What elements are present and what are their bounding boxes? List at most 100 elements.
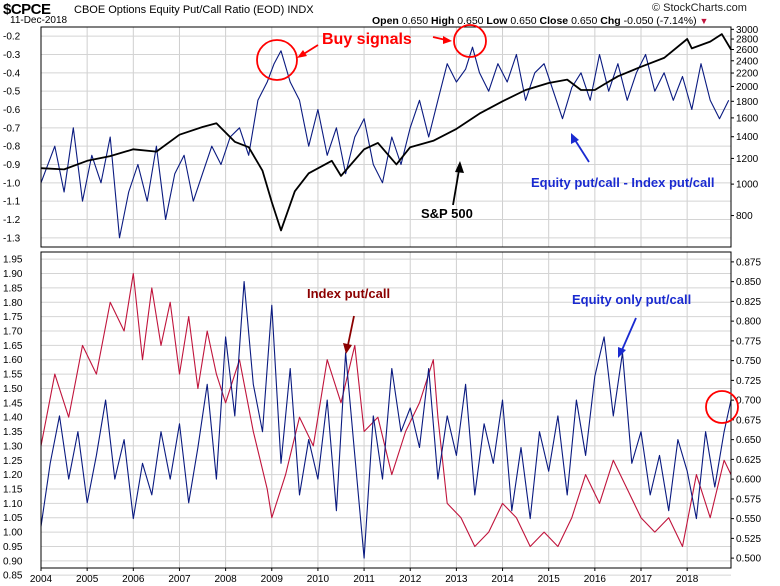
left-axis-tick-label: 1.90 <box>3 269 23 280</box>
left-axis-tick-label: -0.3 <box>3 50 21 61</box>
series-line-equity-only-put-call <box>40 281 732 559</box>
left-axis-tick-label: 1.40 <box>3 413 23 424</box>
left-axis-tick-label: 1.95 <box>3 255 23 266</box>
left-axis-tick-label: -0.5 <box>3 87 21 98</box>
x-axis-tick-label: 2009 <box>261 574 284 585</box>
axis-label-layer: -0.2 -0.3 -0.4 -0.5 -0.6 -0.7 -0.8 -0.9 -1.0 -1.1… <box>3 25 761 585</box>
left-axis-tick-label: 1.75 <box>3 312 23 323</box>
left-axis-tick-label: 1.25 <box>3 456 23 467</box>
left-axis-tick-label: 1.20 <box>3 470 23 481</box>
left-axis-tick-label: 0.95 <box>3 542 23 553</box>
chg-value: -0.050 (-7.14%) <box>623 15 697 27</box>
chart-ticker: $CPCE <box>3 1 51 18</box>
equity-only-arrow <box>621 317 637 351</box>
right-axis-tick-label: 1200 <box>736 154 759 165</box>
x-axis-tick-label: 2006 <box>122 574 145 585</box>
left-axis-tick-label: 1.65 <box>3 341 23 352</box>
close-label: Close <box>539 15 569 27</box>
buy-signal-circle-2009 <box>256 39 298 81</box>
equity-only-label: Equity only put/call <box>572 292 691 307</box>
right-axis-tick-label: 0.750 <box>736 356 761 367</box>
frame-layer <box>40 26 734 571</box>
arrow-head-icon <box>343 343 352 354</box>
chg-label: Chg <box>600 15 621 27</box>
chart-title-text: CBOE Options Equity Put/Call Ratio (EOD) <box>74 4 285 16</box>
index-putcall-arrow <box>347 315 355 346</box>
current-reading-circle <box>705 390 739 424</box>
x-axis-tick-label: 2007 <box>168 574 191 585</box>
left-axis-tick-label: 1.70 <box>3 327 23 338</box>
left-axis-tick-label: -0.6 <box>3 105 21 116</box>
x-axis-tick-label: 2004 <box>30 574 53 585</box>
right-axis-tick-label: 0.675 <box>736 415 761 426</box>
equity-minus-index-label: Equity put/call - Index put/call <box>531 175 714 190</box>
open-value: 0.650 <box>401 15 429 27</box>
top-panel-frame <box>40 26 732 248</box>
x-axis-tick-label: 2016 <box>584 574 607 585</box>
left-axis-tick-label: -0.4 <box>3 68 21 79</box>
left-axis-tick-label: -0.7 <box>3 123 21 134</box>
sp500-label: S&P 500 <box>421 206 473 221</box>
right-axis-tick-label: 2000 <box>736 82 759 93</box>
left-axis-tick-label: -1.0 <box>3 178 21 189</box>
x-axis-tick-label: 2013 <box>445 574 468 585</box>
left-axis-tick-label: -1.1 <box>3 197 21 208</box>
index-putcall-label: Index put/call <box>307 286 390 301</box>
series-line-index-put-call <box>40 272 732 548</box>
right-axis-tick-label: 0.575 <box>736 494 761 505</box>
left-axis-tick-label: 1.85 <box>3 283 23 294</box>
right-axis-tick-label: 2600 <box>736 45 759 56</box>
left-axis-tick-label: 1.80 <box>3 298 23 309</box>
arrow-head-icon <box>443 36 452 44</box>
right-axis-tick-label: 2200 <box>736 69 759 80</box>
low-label: Low <box>486 15 508 27</box>
x-axis-tick-label: 2014 <box>491 574 514 585</box>
arrow-head-icon <box>455 161 464 173</box>
x-axis-tick-label: 2008 <box>214 574 237 585</box>
right-axis-tick-label: 1400 <box>736 132 759 143</box>
x-axis-tick-label: 2017 <box>630 574 653 585</box>
right-axis-tick-label: 0.850 <box>736 277 761 288</box>
left-axis-tick-label: 0.85 <box>3 571 23 582</box>
x-axis-tick-label: 2011 <box>353 574 375 585</box>
right-axis-tick-label: 800 <box>736 211 753 222</box>
right-axis-tick-label: 0.825 <box>736 297 761 308</box>
x-axis-tick-label: 2018 <box>676 574 699 585</box>
equity-minus-index-arrow <box>574 139 590 163</box>
x-axis-tick-label: 2012 <box>399 574 422 585</box>
annotation-layer: Buy signals S&P 500 Equity put/call - In… <box>256 24 739 424</box>
left-axis-tick-label: 1.00 <box>3 528 23 539</box>
buy-signals-label: Buy signals <box>322 31 412 48</box>
left-axis-tick-label: 1.05 <box>3 513 23 524</box>
series-line-equity-put-call-index-put-call <box>40 46 730 239</box>
right-axis-tick-label: 0.875 <box>736 257 761 268</box>
left-axis-tick-label: -0.9 <box>3 160 21 171</box>
left-axis-tick-label: 1.35 <box>3 427 23 438</box>
series-line-s-p-500 <box>40 33 732 232</box>
right-axis-tick-label: 3000 <box>736 25 759 36</box>
arrow-head-icon <box>618 347 626 358</box>
left-axis-tick-label: 0.90 <box>3 556 23 567</box>
low-value: 0.650 <box>510 15 537 27</box>
open-label: Open <box>372 15 399 27</box>
right-axis-tick-label: 0.800 <box>736 317 761 328</box>
exchange-label: INDX <box>287 4 314 16</box>
right-axis-tick-label: 0.650 <box>736 435 761 446</box>
left-axis-tick-label: 1.60 <box>3 355 23 366</box>
right-axis-tick-label: 2400 <box>736 56 759 67</box>
bottom-panel-frame <box>40 251 732 569</box>
right-axis-tick-label: 0.700 <box>736 396 761 407</box>
stockcharts-brand: © StockCharts.com <box>652 2 747 14</box>
buy-signal-circle-2013 <box>453 24 487 58</box>
x-axis-tick-label: 2005 <box>76 574 99 585</box>
right-axis-tick-label: 0.725 <box>736 376 761 387</box>
left-axis-tick-label: 1.30 <box>3 441 23 452</box>
series-layer <box>40 33 732 559</box>
left-axis-tick-label: 1.10 <box>3 499 23 510</box>
right-axis-tick-label: 1600 <box>736 113 759 124</box>
right-axis-tick-label: 0.500 <box>736 554 761 565</box>
left-axis-tick-label: -1.2 <box>3 215 21 226</box>
ohlc-summary: Open 0.650 High 0.650 Low 0.650 Close 0.… <box>372 15 708 27</box>
chart-title: CBOE Options Equity Put/Call Ratio (EOD)… <box>74 4 314 16</box>
left-axis-tick-label: 1.45 <box>3 398 23 409</box>
